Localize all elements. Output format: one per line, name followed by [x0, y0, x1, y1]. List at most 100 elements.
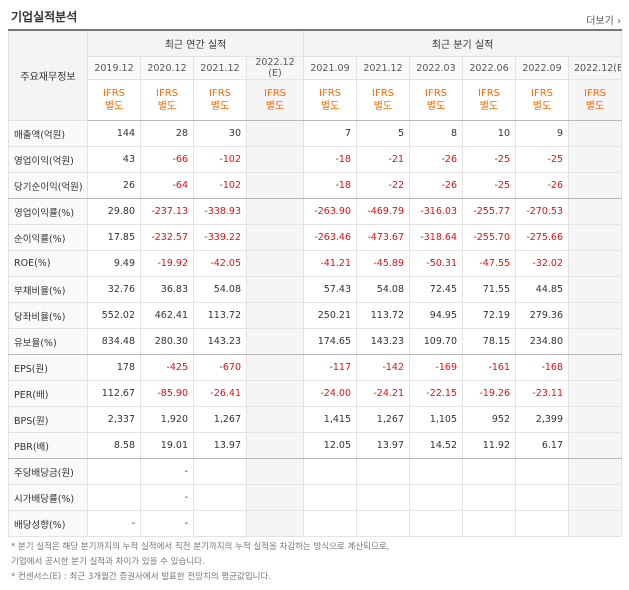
table-cell: -41.21: [303, 250, 357, 277]
table-cell: 174.65: [303, 328, 357, 355]
table-cell: [356, 484, 410, 511]
table-cell: 44.85: [515, 276, 569, 303]
table-cell: -339.22: [193, 224, 247, 251]
table-cell: -316.03: [409, 198, 463, 225]
table-cell: -237.13: [140, 198, 194, 225]
table-cell: -: [140, 484, 194, 511]
table-cell: [356, 458, 410, 485]
table-cell: -255.70: [462, 224, 516, 251]
table-cell: [568, 510, 622, 537]
table-cell: 250.21: [303, 302, 357, 329]
table-cell: [568, 146, 622, 173]
table-cell: -: [140, 458, 194, 485]
table-cell: -: [140, 510, 194, 537]
table-cell: 14.52: [409, 432, 463, 459]
table-cell: -85.90: [140, 380, 194, 407]
table-cell: -42.05: [193, 250, 247, 277]
table-row: 당좌비율(%) 552.02 462.41 113.72 250.21 113.72 94.…: [8, 302, 622, 329]
table-cell: 834.48: [87, 328, 141, 355]
period-header: 2021.12: [193, 56, 247, 80]
table-cell: -263.90: [303, 198, 357, 225]
table-cell: [568, 302, 622, 329]
table-cell: -66: [140, 146, 194, 173]
footnote-1: * 분기 실적은 해당 분기까지의 누적 실적에서 직전 분기까지의 누적 실적…: [11, 542, 390, 552]
table-cell: 113.72: [193, 302, 247, 329]
table-cell: 7: [303, 120, 357, 147]
table-cell: 36.83: [140, 276, 194, 303]
table-cell: 10: [462, 120, 516, 147]
table-cell: -102: [193, 146, 247, 173]
table-cell: 1,415: [303, 406, 357, 433]
table-cell: -26: [409, 172, 463, 199]
annual-group-header: 최근 연간 실적: [87, 29, 304, 57]
table-cell: -26: [409, 146, 463, 173]
more-link[interactable]: 더보기 ›: [586, 12, 621, 27]
table-cell: [246, 224, 304, 251]
table-cell: 11.92: [462, 432, 516, 459]
table-cell: -670: [193, 354, 247, 381]
table-cell: 280.30: [140, 328, 194, 355]
table-cell: [356, 510, 410, 537]
table-cell: 29.80: [87, 198, 141, 225]
table-cell: [303, 458, 357, 485]
table-row: 유보율(%) 834.48 280.30 143.23 174.65 143.23 109.…: [8, 328, 622, 355]
table-cell: -117: [303, 354, 357, 381]
table-cell: [462, 510, 516, 537]
table-cell: [568, 276, 622, 303]
table-cell: [246, 146, 304, 173]
table-cell: -270.53: [515, 198, 569, 225]
table-cell: [246, 276, 304, 303]
table-row: 당기순이익(억원) 26 -64 -102 -18 -22 -26 -25 -26: [8, 172, 622, 199]
table-cell: -23.11: [515, 380, 569, 407]
ifrs-row: IFRS 별도 IFRS 별도 IFRS 별도 IFRS 별도 IFRS 별도 IFRS …: [9, 79, 622, 121]
table-row: 영업이익(억원) 43 -66 -102 -18 -21 -26 -25 -25: [8, 146, 622, 173]
table-cell: 1,267: [193, 406, 247, 433]
table-cell: 30: [193, 120, 247, 147]
row-label: EPS(원): [8, 354, 88, 381]
table-cell: [246, 406, 304, 433]
table-cell: 143.23: [193, 328, 247, 355]
table-cell: [462, 458, 516, 485]
table-cell: [246, 328, 304, 355]
table-cell: [568, 120, 622, 147]
table-cell: [515, 484, 569, 511]
table-row: PBR(배) 8.58 19.01 13.97 12.05 13.97 14.52 11.92…: [8, 432, 622, 459]
table-cell: -169: [409, 354, 463, 381]
ifrs-label: IFRS 별도: [87, 79, 141, 121]
table-cell: [462, 484, 516, 511]
ifrs-label: IFRS 별도: [193, 79, 247, 121]
row-label: 영업이익(억원): [8, 146, 88, 173]
period-header: 2021.12: [356, 56, 410, 80]
table-cell: 9.49: [87, 250, 141, 277]
table-cell: 109.70: [409, 328, 463, 355]
table-cell: -45.89: [356, 250, 410, 277]
table-cell: [568, 172, 622, 199]
more-label: 더보기: [586, 16, 614, 27]
table-cell: [515, 510, 569, 537]
row-label: 주당배당금(원): [8, 458, 88, 485]
row-label: 부채비율(%): [8, 276, 88, 303]
table-cell: 144: [87, 120, 141, 147]
row-label: PBR(배): [8, 432, 88, 459]
table-cell: 32.76: [87, 276, 141, 303]
table-cell: [568, 458, 622, 485]
table-cell: 72.45: [409, 276, 463, 303]
table-cell: -26: [515, 172, 569, 199]
footnotes: * 분기 실적은 해당 분기까지의 누적 실적에서 직전 분기까지의 누적 실적…: [11, 540, 389, 585]
ifrs-label: IFRS 별도: [303, 79, 357, 121]
table-cell: [409, 510, 463, 537]
table-cell: [568, 198, 622, 225]
table-cell: 279.36: [515, 302, 569, 329]
table-cell: -473.67: [356, 224, 410, 251]
row-label-header: 주요재무정보: [8, 29, 88, 121]
footnote-3: * 컨센서스(E) : 최근 3개월간 증권사에서 발표한 전망치의 평균값입니…: [11, 572, 271, 582]
period-header: 2019.12: [87, 56, 141, 80]
table-row: ROE(%) 9.49 -19.92 -42.05 -41.21 -45.89 -50.31…: [8, 250, 622, 277]
financial-table: 주요재무정보 최근 연간 실적 최근 분기 실적 2019.12 2020.12 2…: [8, 29, 622, 537]
table-cell: 19.01: [140, 432, 194, 459]
table-cell: -50.31: [409, 250, 463, 277]
table-cell: 13.97: [193, 432, 247, 459]
table-cell: 9: [515, 120, 569, 147]
row-label: 영업이익률(%): [8, 198, 88, 225]
ifrs-label: IFRS 별도: [462, 79, 516, 121]
